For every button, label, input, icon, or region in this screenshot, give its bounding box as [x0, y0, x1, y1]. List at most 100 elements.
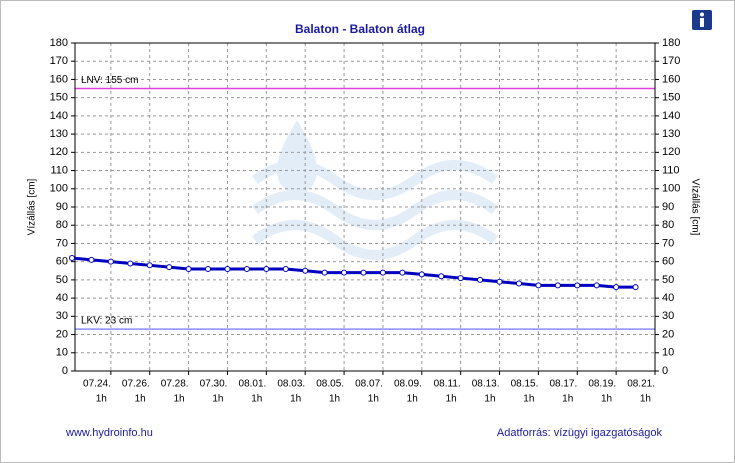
x-tick-label: 08.13.	[472, 379, 500, 390]
x-tick-label: 08.11.	[434, 379, 461, 390]
x-tick-sublabel: 1h	[446, 394, 457, 405]
y-tick-label: 20	[56, 328, 68, 340]
data-point	[496, 278, 503, 285]
x-tick-label: 08.07.	[355, 379, 383, 390]
data-point	[535, 282, 542, 289]
data-point	[632, 284, 639, 291]
footer-link[interactable]: www.hydroinfo.hu	[65, 427, 153, 439]
y-tick-label: 170	[50, 55, 68, 67]
y-tick-label: 110	[50, 164, 68, 176]
y2-tick-label: 100	[662, 183, 680, 195]
x-tick-label: 07.26.	[122, 379, 150, 390]
data-point	[574, 282, 581, 289]
y2-tick-label: 110	[662, 164, 680, 176]
data-point	[341, 269, 348, 276]
x-tick-sublabel: 1h	[212, 394, 223, 405]
y-tick-label: 140	[50, 110, 68, 122]
reference-label: LNV: 155 cm	[81, 75, 138, 86]
y-tick-label: 100	[50, 183, 68, 195]
y2-tick-label: 150	[662, 92, 680, 104]
x-tick-sublabel: 1h	[135, 394, 146, 405]
y2-tick-label: 130	[662, 128, 680, 140]
data-point	[263, 265, 270, 272]
y2-tick-label: 160	[662, 73, 680, 85]
reference-label: LKV: 23 cm	[81, 316, 132, 327]
data-point	[224, 265, 231, 272]
data-point	[107, 258, 114, 265]
data-point	[360, 269, 367, 276]
data-point	[593, 282, 600, 289]
data-point	[88, 256, 95, 263]
y2-tick-label: 40	[662, 292, 674, 304]
x-tick-sublabel: 1h	[407, 394, 418, 405]
data-point	[185, 265, 192, 272]
y2-tick-label: 70	[662, 237, 674, 249]
data-point	[166, 264, 173, 271]
y2-tick-label: 30	[662, 310, 674, 322]
x-tick-label: 08.05.	[316, 379, 344, 390]
data-point	[69, 255, 75, 262]
data-point	[146, 262, 153, 269]
x-tick-sublabel: 1h	[523, 394, 534, 405]
data-point	[438, 273, 445, 280]
data-point	[321, 269, 328, 276]
y-tick-label: 180	[50, 37, 68, 49]
data-point	[613, 284, 620, 291]
y-tick-label: 70	[56, 237, 68, 249]
data-point	[418, 271, 425, 278]
y2-tick-label: 180	[662, 37, 680, 49]
y-tick-label: 10	[56, 347, 68, 359]
x-tick-sublabel: 1h	[640, 394, 651, 405]
chart-title: Balaton - Balaton átlag	[295, 22, 425, 36]
y-tick-label: 50	[56, 274, 68, 286]
x-tick-label: 08.15.	[511, 379, 539, 390]
data-line	[71, 256, 636, 289]
x-tick-label: 08.21.	[627, 379, 655, 390]
y-tick-label: 30	[56, 310, 68, 322]
data-point	[399, 269, 406, 276]
y-tick-label: 0	[62, 365, 68, 377]
y-tick-label: 160	[50, 73, 68, 85]
data-point	[477, 276, 484, 283]
x-tick-sublabel: 1h	[173, 394, 184, 405]
x-tick-label: 08.09.	[394, 379, 422, 390]
data-point	[302, 267, 309, 274]
y2-tick-label: 60	[662, 256, 674, 268]
x-tick-label: 08.01.	[239, 379, 267, 390]
x-tick-label: 07.24.	[83, 379, 111, 390]
y-axis-label: Vízállás [cm]	[27, 178, 38, 235]
x-tick-sublabel: 1h	[251, 394, 262, 405]
info-icon[interactable]	[692, 10, 712, 30]
x-tick-label: 08.17.	[549, 379, 577, 390]
y2-tick-label: 170	[662, 55, 680, 67]
x-tick-sublabel: 1h	[484, 394, 495, 405]
data-point	[457, 275, 464, 282]
data-point	[282, 265, 289, 272]
y2-tick-label: 90	[662, 201, 674, 213]
x-tick-sublabel: 1h	[368, 394, 379, 405]
data-point	[127, 260, 134, 267]
data-point	[243, 265, 250, 272]
x-tick-sublabel: 1h	[96, 394, 107, 405]
plot-border	[74, 42, 656, 372]
y-tick-label: 60	[56, 256, 68, 268]
y2-tick-label: 20	[662, 328, 674, 340]
x-tick-label: 08.19.	[588, 379, 616, 390]
y2-tick-label: 140	[662, 110, 680, 122]
x-tick-label: 07.30.	[200, 379, 228, 390]
x-tick-label: 07.28.	[161, 379, 189, 390]
y-tick-label: 150	[50, 92, 68, 104]
x-tick-sublabel: 1h	[601, 394, 612, 405]
data-point	[554, 282, 561, 289]
y2-tick-label: 120	[662, 146, 680, 158]
x-tick-sublabel: 1h	[562, 394, 573, 405]
y-tick-label: 80	[56, 219, 68, 231]
x-tick-sublabel: 1h	[329, 394, 340, 405]
y-tick-label: 40	[56, 292, 68, 304]
y-tick-label: 90	[56, 201, 68, 213]
data-point	[515, 280, 522, 287]
x-tick-sublabel: 1h	[290, 394, 301, 405]
y2-tick-label: 50	[662, 274, 674, 286]
y2-axis-label: Vízállás [cm]	[689, 179, 700, 236]
